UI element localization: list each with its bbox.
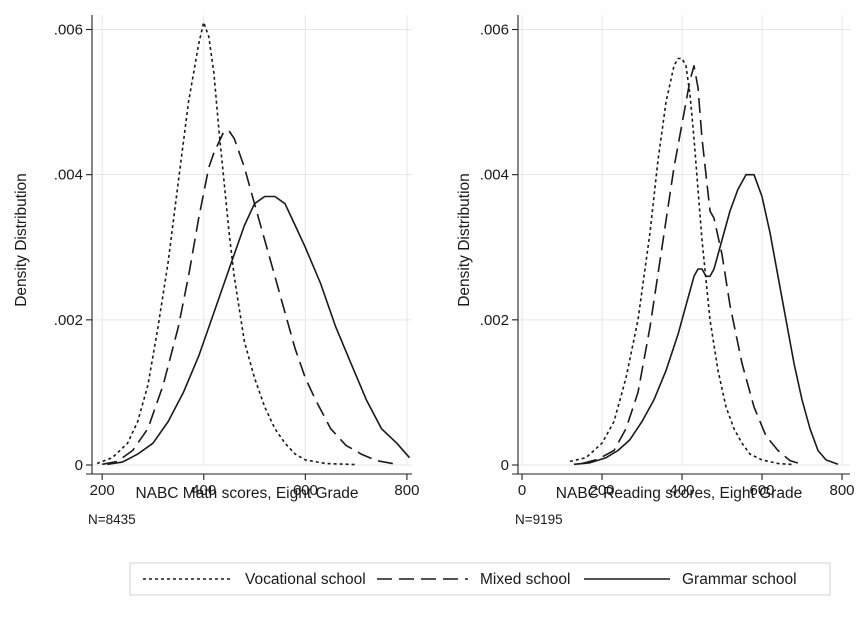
legend-label: Vocational school [245,571,366,588]
reading-density-panel: 0 .002 .004 .006 0 200 400 600 800 Density Distri… [456,15,855,527]
density-curve-grammar-school [573,173,839,466]
sample-size-note: N=8435 [88,512,136,527]
x-axis-title: NABC Reading scores, Eight Grade [556,485,802,502]
y-tick-label: 0 [501,457,509,474]
legend-box [129,562,831,596]
y-tick-label: .004 [480,167,509,184]
y-axis-title: Density Distribution [456,173,473,307]
x-axis-title: NABC Math scores, Eight Grade [135,485,358,502]
x-tick-label: 800 [394,482,419,499]
y-tick-label: .006 [480,22,509,39]
x-tick-label: 800 [829,482,854,499]
legend: Vocational school Mixed school Grammar sch… [129,562,831,596]
x-tick-label: 600 [749,482,774,499]
x-tick-label: 0 [518,482,526,499]
y-axis-title: Density Distribution [13,173,30,307]
sample-size-note: N=9195 [515,512,563,527]
y-tick-label: .004 [54,167,83,184]
y-tick-label: .006 [54,22,83,39]
legend-label: Grammar school [682,571,797,588]
density-curve-mixed-school [581,65,803,466]
density-curve-grammar-school [107,195,411,466]
y-tick-label: .002 [480,312,509,329]
legend-label: Mixed school [480,571,570,588]
density-curve-vocational-school [96,21,357,466]
y-tick-label: 0 [75,457,83,474]
x-tick-label: 200 [90,482,115,499]
y-tick-label: .002 [54,312,83,329]
x-tick-label: 400 [669,482,694,499]
math-density-panel: 0 .002 .004 .006 200 400 600 800 Density Distrib… [13,15,419,527]
x-tick-label: 400 [191,482,216,499]
x-tick-label: 200 [589,482,614,499]
x-tick-label: 600 [293,482,318,499]
density-curve-mixed-school [102,130,397,466]
